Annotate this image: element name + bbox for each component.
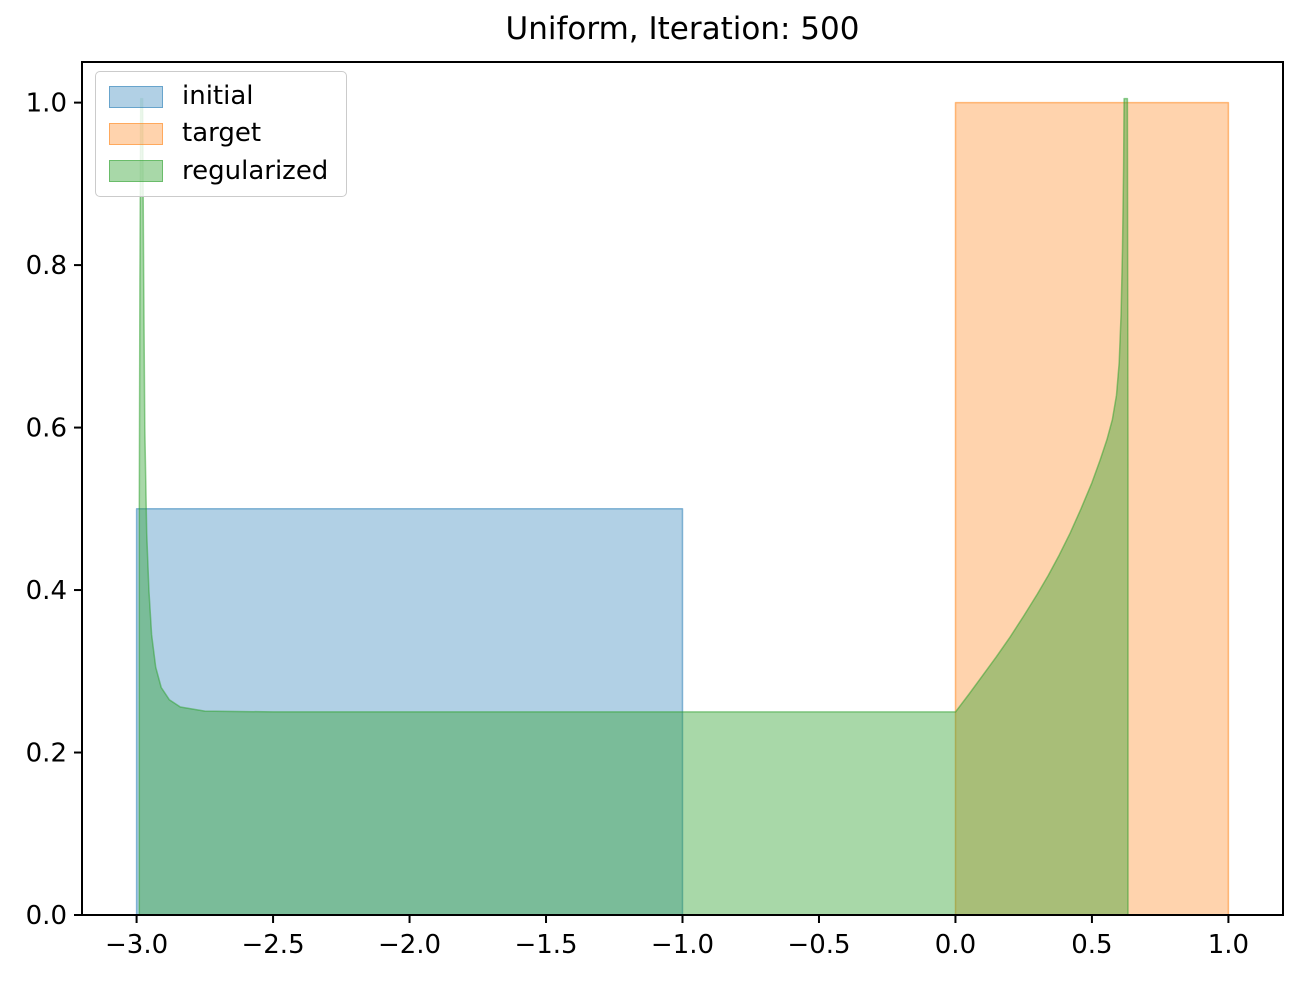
x-tick-label: 0.5 [1071, 930, 1112, 960]
x-tick-label: −0.5 [787, 930, 850, 960]
legend-swatch-initial-icon [109, 85, 163, 108]
x-tick-label: −1.0 [651, 930, 714, 960]
legend-swatch-regularized-icon [109, 160, 163, 183]
legend-item-target: target [109, 118, 328, 149]
y-tick-label: 0.0 [26, 901, 67, 931]
y-tick-label: 0.4 [26, 576, 67, 606]
x-tick-label: −1.5 [514, 930, 577, 960]
y-tick-label: 0.8 [26, 251, 67, 281]
x-tick-label: 1.0 [1208, 930, 1249, 960]
legend: initial target regularized [95, 71, 348, 197]
y-tick-label: 0.2 [26, 739, 67, 769]
y-tick-label: 1.0 [26, 89, 67, 119]
legend-swatch-target-icon [109, 122, 163, 145]
y-tick-label: 0.6 [26, 414, 67, 444]
x-tick-label: −2.5 [241, 930, 304, 960]
x-tick-label: −2.0 [378, 930, 441, 960]
series-area-regularized [138, 97, 1129, 916]
legend-label-target: target [182, 118, 262, 149]
chart-title: Uniform, Iteration: 500 [505, 11, 860, 47]
x-tick-label: −3.0 [105, 930, 168, 960]
legend-item-regularized: regularized [109, 155, 329, 186]
legend-item-initial: initial [109, 81, 328, 111]
x-tick-label: 0.0 [935, 930, 976, 960]
legend-label-initial: initial [182, 81, 254, 111]
legend-label-regularized: regularized [182, 155, 329, 186]
